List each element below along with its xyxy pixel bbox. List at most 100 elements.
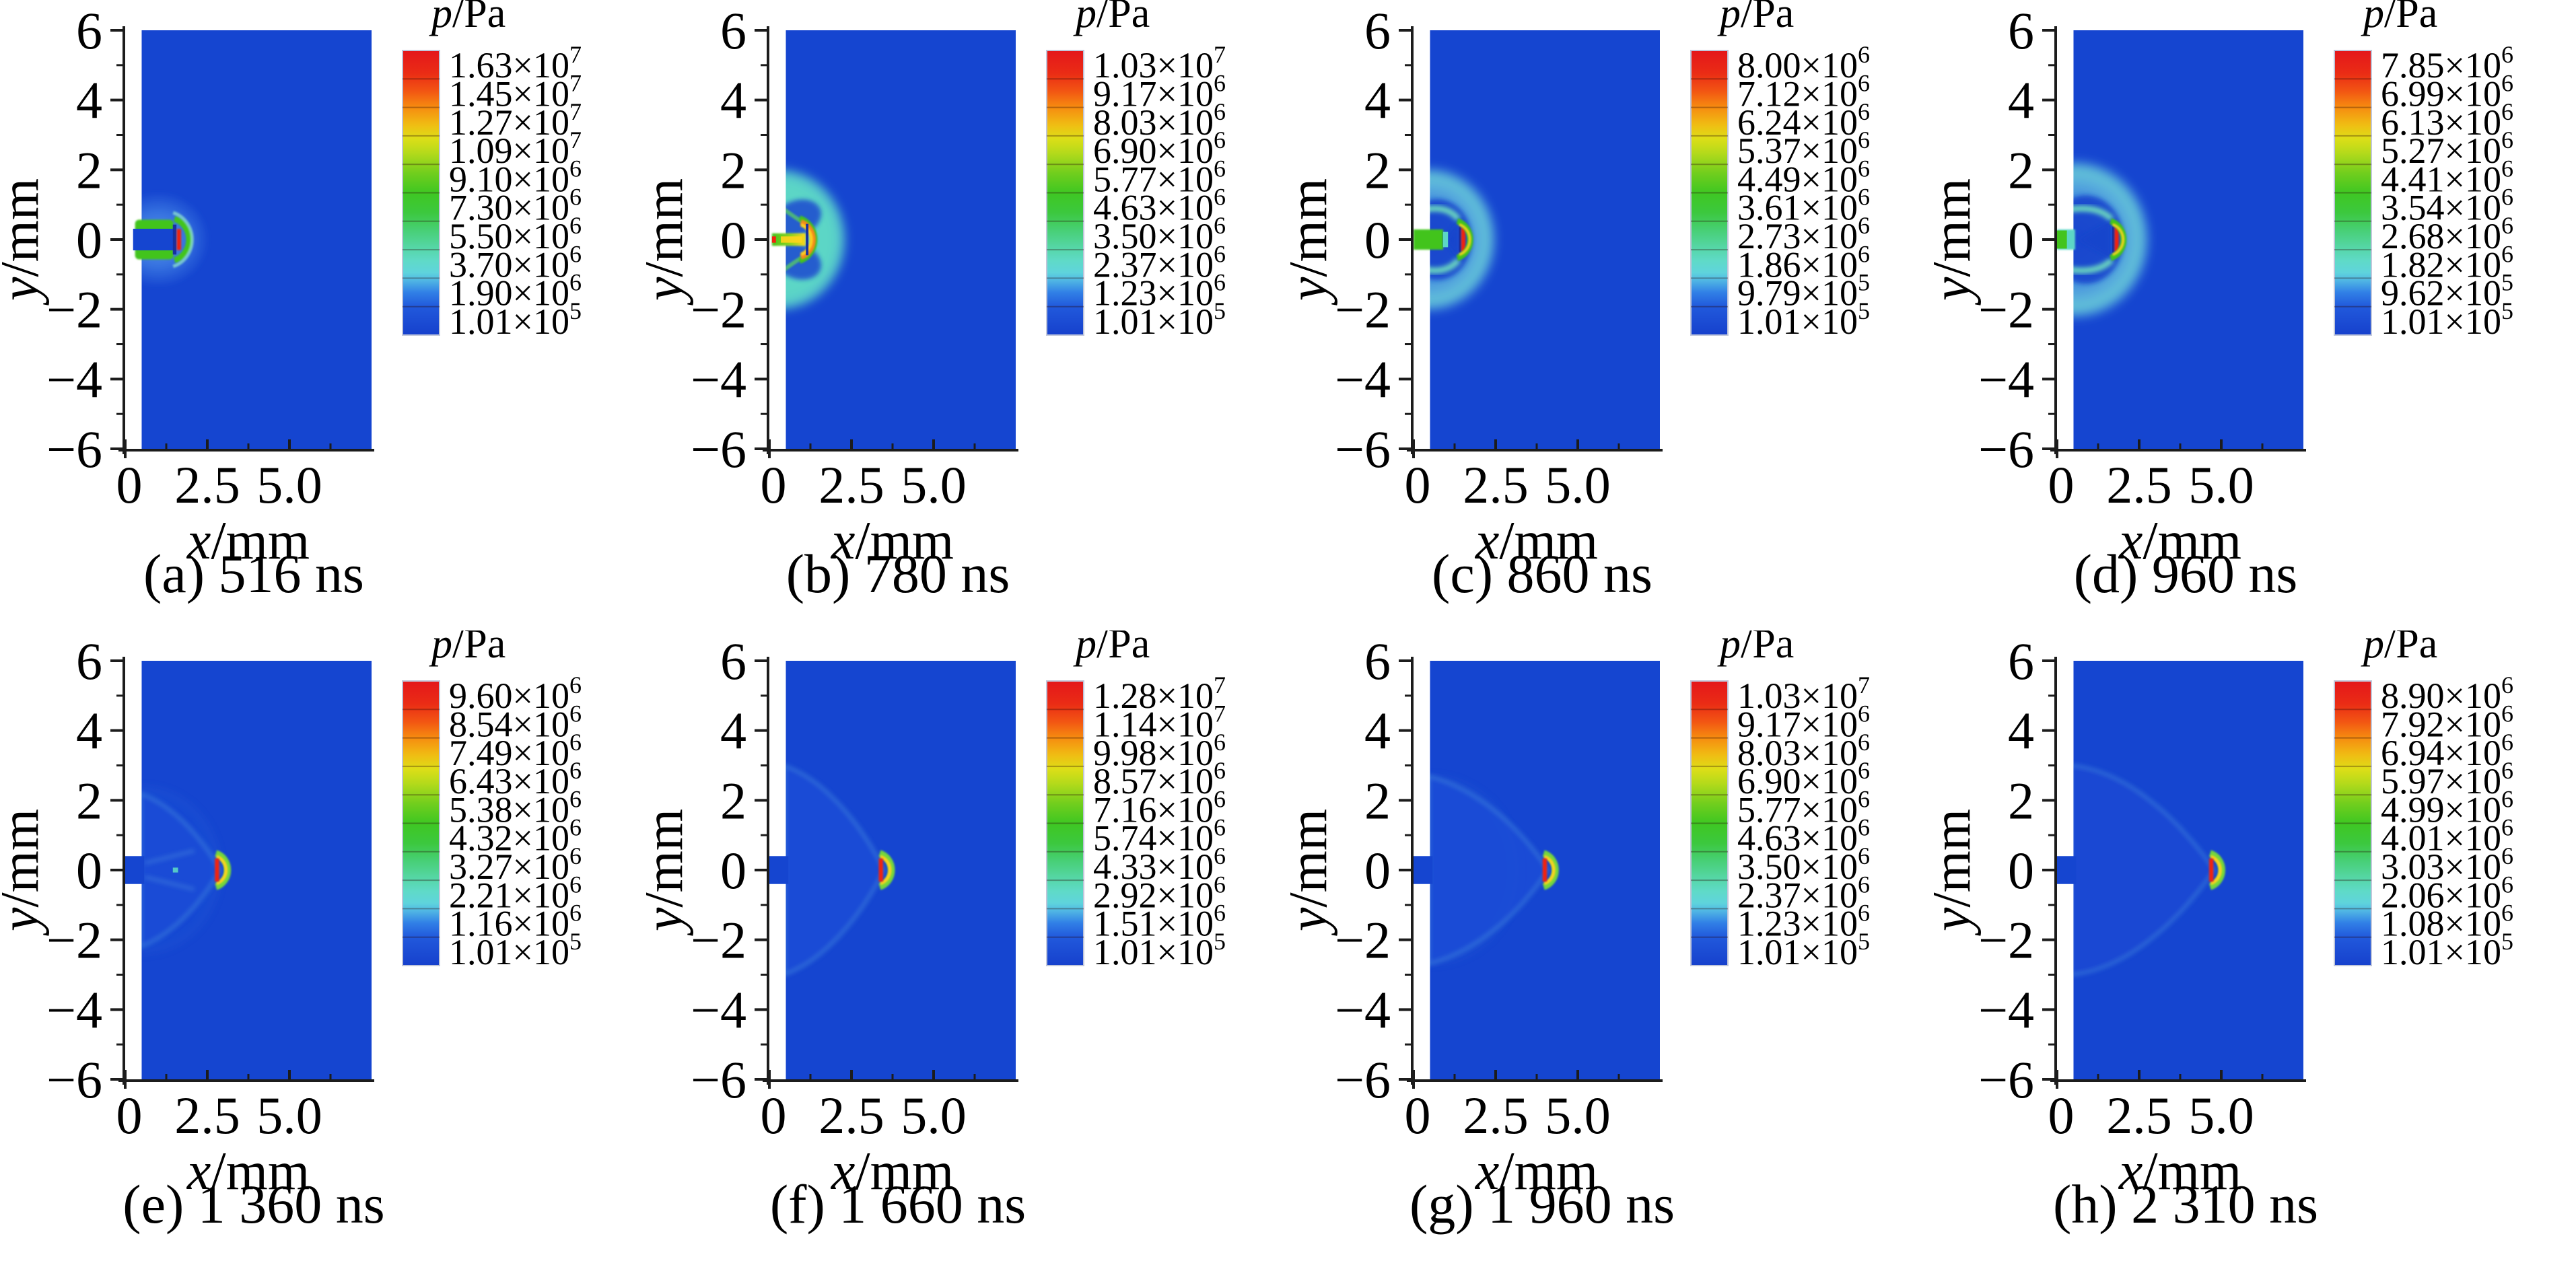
bow-shock-envelope bbox=[1427, 774, 1550, 966]
y-tick-label: 6 bbox=[720, 1, 746, 60]
pressure-features bbox=[783, 764, 886, 976]
colorbar-tick-label: 3.54×106 bbox=[2381, 184, 2513, 228]
colorbar-gradient bbox=[2334, 50, 2372, 336]
jet-tip bbox=[1442, 231, 1449, 248]
electrode-block bbox=[2057, 856, 2077, 884]
colorbar-tick-label: 6.94×106 bbox=[2381, 729, 2513, 773]
colorbar-tick-label: 9.17×106 bbox=[1737, 700, 1870, 744]
y-tick-label: 6 bbox=[2008, 632, 2034, 690]
colorbar-tick-label: 3.27×106 bbox=[449, 842, 582, 887]
colorbar: p/Pa 1.28×1071.14×1079.98×1068.57×1067.16… bbox=[1046, 630, 1226, 972]
shock-front-arc bbox=[172, 211, 194, 268]
colorbar-tick-label: 8.00×106 bbox=[1737, 41, 1870, 85]
panel-caption: (e) 1 360 ns bbox=[123, 1174, 384, 1235]
colorbar-tick-label: 4.63×106 bbox=[1737, 814, 1870, 859]
colorbar: p/Pa 1.63×1071.45×1071.27×1071.09×1079.10… bbox=[402, 0, 582, 342]
high-pressure-front bbox=[215, 858, 219, 882]
colorbar-tick-label: 1.14×107 bbox=[1093, 700, 1226, 744]
y-tick-label: −6 bbox=[46, 1050, 102, 1109]
y-tick-label: −2 bbox=[1335, 911, 1391, 970]
shock-front-arc bbox=[173, 215, 193, 264]
shock-front-arc bbox=[800, 223, 813, 256]
hot-spot bbox=[172, 867, 178, 873]
y-tick-label: −2 bbox=[1978, 911, 2034, 970]
device-and-front bbox=[1414, 218, 1473, 261]
electrode-block bbox=[125, 856, 145, 884]
device-and-front bbox=[769, 850, 895, 890]
electrode-block bbox=[769, 856, 789, 884]
colorbar-title: p/Pa bbox=[2361, 630, 2437, 667]
high-pressure-front bbox=[1542, 858, 1547, 882]
y-tick-label: 2 bbox=[2008, 771, 2034, 830]
high-pressure-front bbox=[2208, 858, 2214, 882]
panel-caption: (f) 1 660 ns bbox=[770, 1174, 1026, 1235]
colorbar-tick-label: 4.49×106 bbox=[1737, 155, 1870, 199]
colorbar-gradient bbox=[402, 680, 440, 966]
colorbar-tick-label: 1.16×106 bbox=[449, 900, 582, 944]
y-tick-label: −4 bbox=[691, 350, 746, 408]
shock-front-arc bbox=[214, 850, 232, 890]
y-tick-label: −6 bbox=[691, 420, 746, 478]
x-tick-label: 2.5 bbox=[174, 456, 240, 514]
colorbar-tick-label: 1.28×107 bbox=[1093, 672, 1226, 716]
colorbar-title: p/Pa bbox=[1073, 630, 1150, 667]
colorbar-tick-label: 9.62×105 bbox=[2381, 269, 2513, 314]
y-tick-label: −6 bbox=[1335, 1050, 1391, 1109]
shock-front-arc bbox=[2210, 855, 2222, 886]
x-tick-label: 2.5 bbox=[2106, 456, 2172, 514]
colorbar-tick-label: 4.33×106 bbox=[1093, 842, 1226, 887]
y-tick-label: 0 bbox=[2008, 211, 2034, 269]
contact-surface bbox=[1459, 226, 1461, 253]
colorbar: p/Pa 9.60×1068.54×1067.49×1066.43×1065.38… bbox=[402, 630, 582, 972]
x-axis-label: x/mm bbox=[831, 1142, 954, 1201]
y-tick-label: −2 bbox=[46, 911, 102, 970]
device-and-front bbox=[133, 211, 194, 268]
ignition-point bbox=[771, 236, 776, 243]
colorbar-title: p/Pa bbox=[429, 630, 506, 667]
x-axis-label: x/mm bbox=[831, 511, 954, 571]
device-and-front bbox=[125, 850, 232, 890]
x-axis-label: x/mm bbox=[186, 511, 310, 571]
colorbar-tick-label: 6.24×106 bbox=[1737, 98, 1870, 143]
x-tick-label: 0 bbox=[1405, 456, 1431, 514]
y-tick-label: 2 bbox=[1364, 141, 1391, 199]
device-and-front bbox=[2057, 850, 2225, 890]
colorbar: p/Pa 8.00×1067.12×1066.24×1065.37×1064.49… bbox=[1690, 0, 1870, 342]
colorbar-tick-label: 4.63×106 bbox=[1093, 184, 1226, 228]
y-axis-label: y/mm bbox=[0, 178, 50, 305]
y-tick-label: −2 bbox=[691, 911, 746, 970]
y-tick-label: 2 bbox=[2008, 141, 2034, 199]
colorbar-tick-label: 9.60×106 bbox=[449, 672, 582, 716]
y-axis-label: y/mm bbox=[1932, 809, 1982, 936]
colorbar-tick-label: 1.03×107 bbox=[1737, 672, 1870, 716]
colorbar-tick-label: 3.03×106 bbox=[2381, 842, 2513, 887]
colorbar-gradient bbox=[402, 50, 440, 336]
colorbar-tick-label: 3.50×106 bbox=[1093, 212, 1226, 256]
panel-caption: (c) 860 ns bbox=[1432, 543, 1652, 604]
y-tick-label: −6 bbox=[1978, 420, 2034, 478]
y-tick-label: 0 bbox=[720, 211, 746, 269]
y-tick-label: 4 bbox=[76, 71, 102, 130]
y-tick-label: 4 bbox=[720, 71, 746, 130]
wake-region bbox=[1446, 221, 1457, 258]
colorbar-tick-label: 5.37×106 bbox=[1737, 127, 1870, 171]
x-tick-label: 0 bbox=[761, 456, 787, 514]
y-tick-label: 6 bbox=[76, 1, 102, 60]
x-tick-label: 0 bbox=[116, 1086, 143, 1145]
high-pressure-front bbox=[2114, 227, 2119, 252]
y-tick-label: 2 bbox=[720, 771, 746, 830]
y-tick-label: −6 bbox=[1978, 1050, 2034, 1109]
x-tick-label: 5.0 bbox=[256, 1086, 322, 1145]
colorbar-tick-label: 2.92×106 bbox=[1093, 871, 1226, 915]
electrode-block bbox=[1414, 856, 1433, 884]
jet-core bbox=[781, 236, 802, 243]
y-tick-label: −4 bbox=[1335, 980, 1391, 1039]
colorbar-tick-label: 6.13×106 bbox=[2381, 98, 2513, 143]
colorbar-tick-label: 1.01×105 bbox=[449, 928, 582, 972]
heatmap bbox=[125, 661, 372, 1079]
y-tick-label: 6 bbox=[76, 632, 102, 690]
panel-caption: (a) 516 ns bbox=[143, 543, 364, 604]
